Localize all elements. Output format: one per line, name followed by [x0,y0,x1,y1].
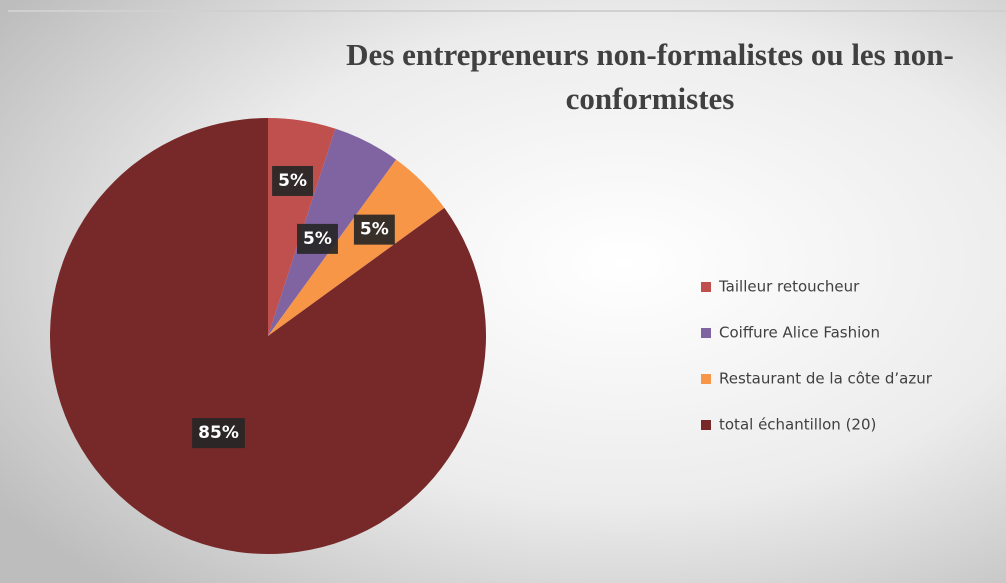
legend-swatch [701,420,711,430]
legend-label: total échantillon (20) [719,416,876,434]
legend-swatch [701,374,711,384]
legend-label: Restaurant de la côte d’azur [719,370,933,388]
data-label: 5% [303,229,332,249]
chart-title: conformistes [566,81,735,116]
data-label-box [297,223,338,254]
chart-title: Des entrepreneurs non-formalistes ou les… [346,37,954,72]
legend-label: Tailleur retoucheur [718,278,860,296]
legend-swatch [701,282,711,292]
data-label-box [192,418,245,449]
legend-label: Coiffure Alice Fashion [719,324,880,342]
data-label: 5% [278,171,307,191]
data-label-box [353,214,395,245]
data-label: 5% [360,220,389,240]
pie-slice [268,159,445,336]
pie-slice [49,118,487,554]
data-label: 85% [198,423,239,443]
legend-swatch [701,328,711,338]
data-label-box [272,165,313,196]
